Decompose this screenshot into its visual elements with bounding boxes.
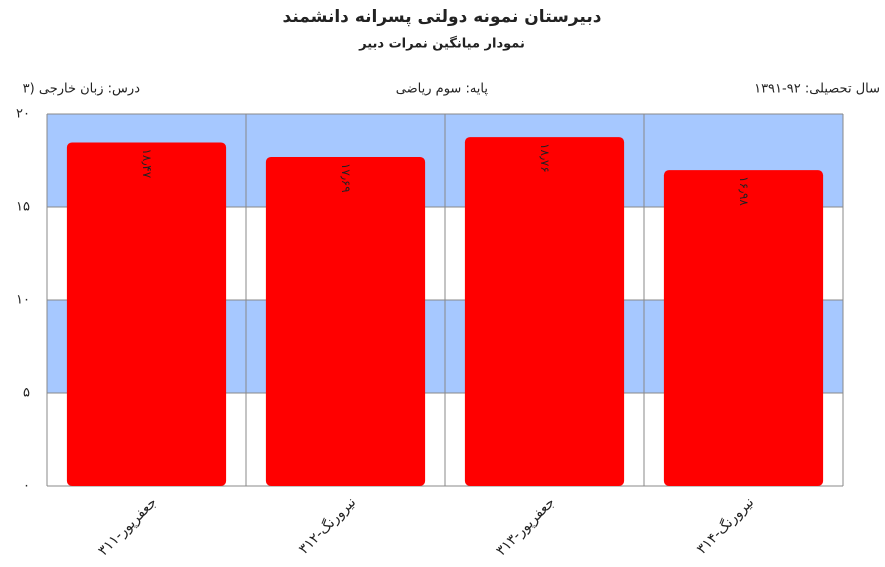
bar — [66, 142, 227, 486]
value-label: ۱۸٫۷۶ — [538, 143, 552, 173]
x-tick-label: جعفرپور-۳۱۱ — [95, 494, 160, 559]
grade-info: پایه: سوم ریاضی — [396, 82, 489, 97]
chart-subtitle: نمودار میانگین نمرات دبیر — [358, 36, 525, 52]
y-tick-label: ۰ — [23, 479, 30, 494]
value-label: ۱۶٫۹۸ — [737, 176, 751, 206]
y-tick-label: ۲۰ — [16, 107, 30, 122]
chart-title: دبیرستان نمونه دولتی پسرانه دانشمند — [283, 7, 602, 27]
x-tick-label: نیرورنگ-۳۱۴ — [693, 494, 757, 558]
value-label: ۱۷٫۶۹ — [339, 163, 353, 193]
bar — [663, 170, 824, 486]
year-info: سال تحصیلی: ۹۲-۱۳۹۱ — [754, 82, 880, 97]
lesson-info: درس: زبان خارجی (۳ — [23, 82, 141, 97]
x-tick-label: نیرورنگ-۳۱۲ — [295, 494, 359, 558]
y-tick-label: ۱۵ — [16, 200, 30, 215]
bar — [464, 137, 625, 486]
y-tick-label: ۱۰ — [16, 293, 30, 308]
value-label: ۱۸٫۴۷ — [140, 148, 154, 178]
y-tick-label: ۵ — [23, 386, 30, 401]
bar — [265, 156, 426, 486]
x-tick-label: جعفرپور-۳۱۳ — [493, 494, 558, 559]
